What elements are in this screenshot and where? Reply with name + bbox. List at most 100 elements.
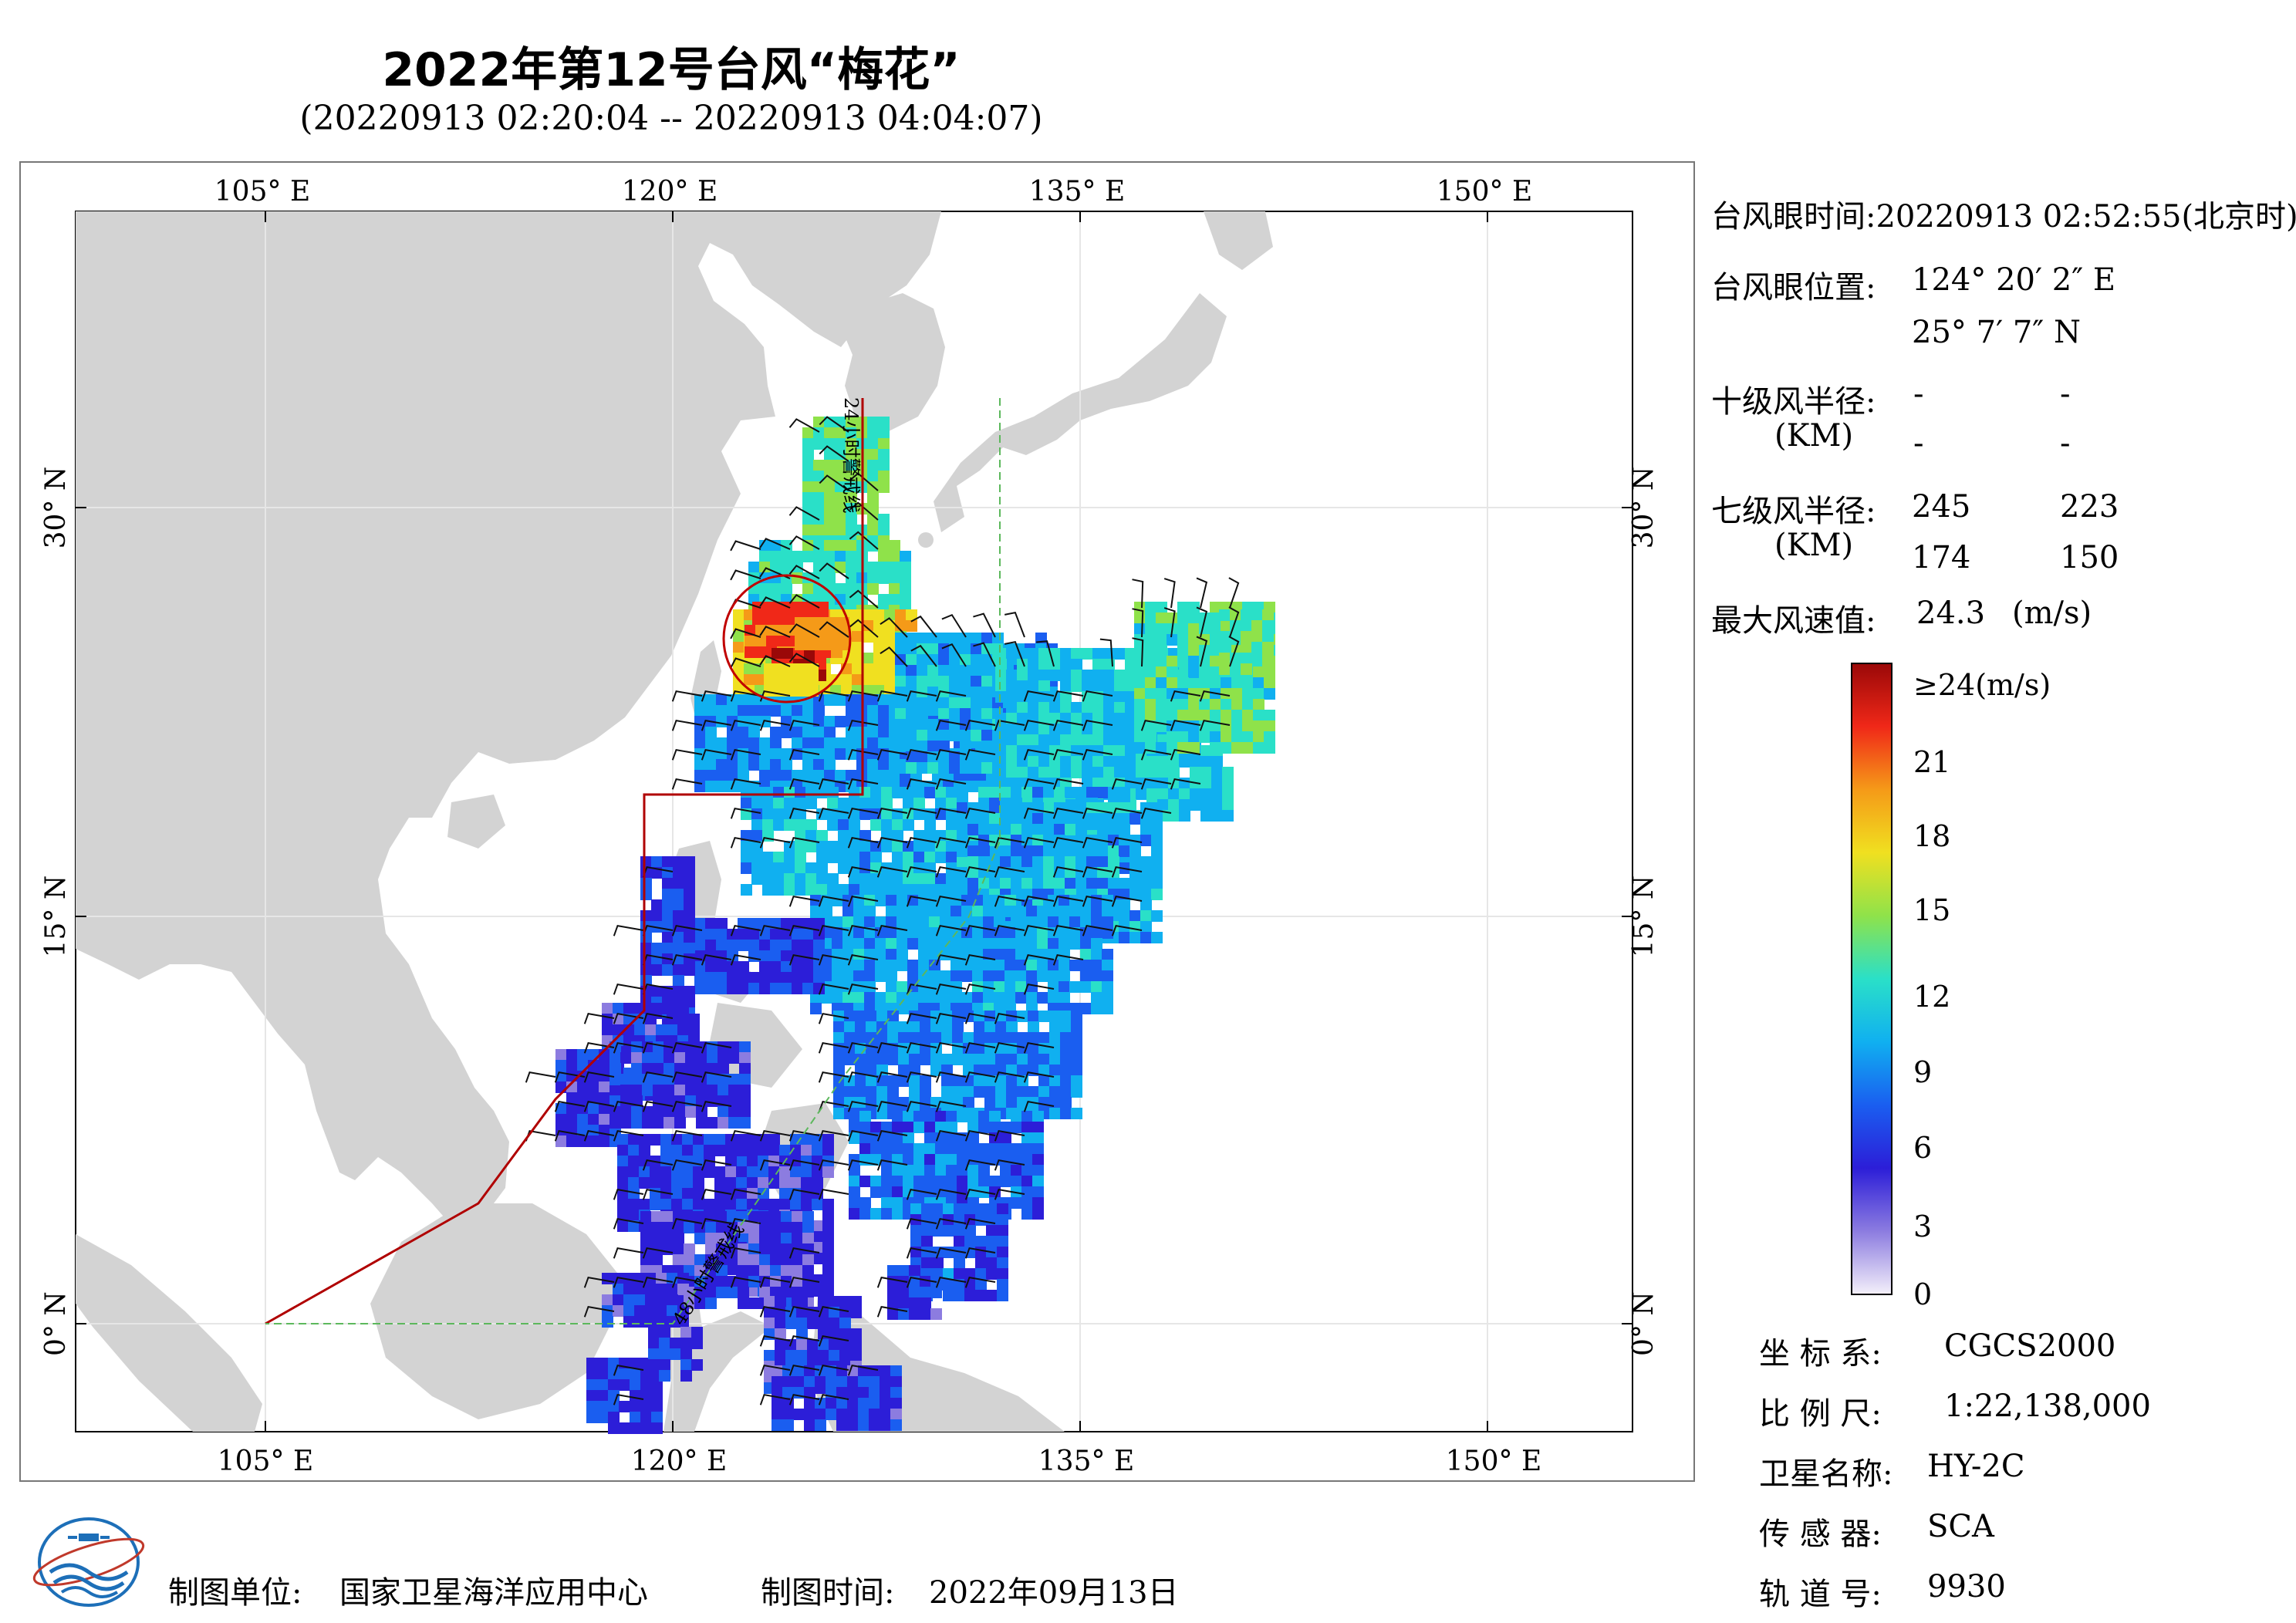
swath-cell (1200, 810, 1212, 822)
swath-cell (781, 770, 792, 781)
swath-cell (859, 841, 871, 852)
swath-cell (1038, 778, 1050, 789)
swath-cell (1103, 702, 1115, 714)
wind-barb (1170, 778, 1201, 790)
swath-cell (895, 643, 907, 655)
swath-cell (946, 862, 957, 874)
swath-cell (1021, 1208, 1033, 1220)
swath-cell (1140, 824, 1152, 835)
scale-value: 1:22,138,000 (1944, 1388, 2151, 1424)
swath-cell (835, 460, 846, 471)
swath-cell (577, 1081, 589, 1093)
swath-cell (566, 1103, 578, 1115)
swath-cell (752, 612, 764, 624)
scale-label: 比 例 尺: (1759, 1396, 1882, 1432)
wind-barb (759, 1335, 791, 1347)
swath-cell (739, 1052, 751, 1064)
swath-cell (812, 1242, 823, 1254)
swath-cell (792, 1233, 803, 1244)
swath-cell (1134, 710, 1146, 721)
wind-barb (730, 778, 761, 790)
swath-cell (1091, 981, 1102, 993)
swath-cell (960, 654, 971, 666)
swath-cell (906, 719, 917, 731)
swath-cell (1071, 767, 1082, 778)
swath-cell (1028, 724, 1039, 735)
swath-cell (821, 992, 832, 1004)
swath-cell (1071, 702, 1082, 714)
swath-cell (1097, 813, 1109, 825)
swath-cell (984, 1097, 996, 1108)
swath-cell (714, 1177, 726, 1189)
swath-cell (875, 938, 886, 950)
wind-barb (935, 1247, 967, 1259)
swath-cell (983, 916, 994, 928)
swath-cell (1129, 921, 1141, 933)
swath-cell (1145, 602, 1156, 613)
swath-cell (650, 1134, 661, 1146)
swath-cell (869, 1419, 880, 1431)
wind-barb (642, 1041, 674, 1054)
swath-cell (1177, 710, 1189, 721)
swath-cell (1242, 699, 1254, 710)
swath-cell (1177, 688, 1189, 700)
swath-cell (663, 1063, 675, 1075)
r7-value-sw: 174 (1912, 540, 1971, 575)
swath-cell (1032, 845, 1044, 857)
swath-cell (673, 964, 684, 976)
wind-barb (964, 748, 996, 761)
wind-barb (788, 1159, 820, 1171)
swath-cell (645, 1316, 657, 1328)
swath-cell (674, 1106, 686, 1118)
swath-cell (1011, 1176, 1022, 1187)
swath-cell (628, 1177, 640, 1189)
swath-cell (716, 748, 728, 760)
swath-cell (960, 665, 971, 677)
swath-cell (1017, 648, 1028, 660)
swath-cell (971, 687, 982, 698)
swath-cell (842, 970, 854, 982)
swath-cell (802, 492, 814, 504)
swath-cell (755, 625, 767, 636)
swath-cell (640, 1222, 652, 1233)
swath-cell (941, 1075, 953, 1087)
swath-cell (602, 1024, 613, 1036)
swath-cell (884, 620, 896, 632)
wind-barb (613, 1217, 644, 1230)
swath-cell (1075, 787, 1087, 798)
swath-cell (630, 1412, 641, 1423)
wind-barb (788, 1188, 820, 1200)
swath-cell (946, 873, 957, 885)
swath-cell (852, 663, 863, 675)
swath-cell (1230, 631, 1241, 643)
swath-cell (1000, 1132, 1011, 1144)
swath-cell (804, 648, 815, 660)
swath-cell (1140, 867, 1152, 879)
swath-cell (781, 748, 792, 760)
swath-cell (927, 719, 939, 731)
swath-cell (930, 1021, 942, 1033)
swath-cell (1043, 813, 1055, 825)
swath-cell (645, 1003, 657, 1014)
swath-cell (1000, 1154, 1011, 1166)
lon-label-top-105: 105° E (214, 176, 310, 208)
swath-cell (913, 1154, 925, 1166)
swath-cell (1114, 734, 1126, 746)
map-outer-frame (19, 161, 1695, 1482)
swath-cell (1082, 756, 1093, 768)
swath-cell (1091, 1003, 1102, 1014)
swath-cell (704, 1166, 715, 1178)
swath-cell (918, 895, 930, 906)
swath-cell (952, 1086, 964, 1098)
swath-cell (1032, 787, 1044, 798)
swath-cell (1011, 856, 1022, 868)
swath-cell (631, 1052, 643, 1064)
swath-cell (917, 708, 928, 720)
swath-cell (961, 960, 973, 971)
swath-cell (975, 1214, 987, 1226)
swath-cell (1004, 981, 1016, 993)
swath-cell (693, 1199, 704, 1210)
swath-cell (640, 1254, 652, 1266)
swath-cell (927, 676, 939, 687)
swath-cell (693, 1145, 704, 1156)
